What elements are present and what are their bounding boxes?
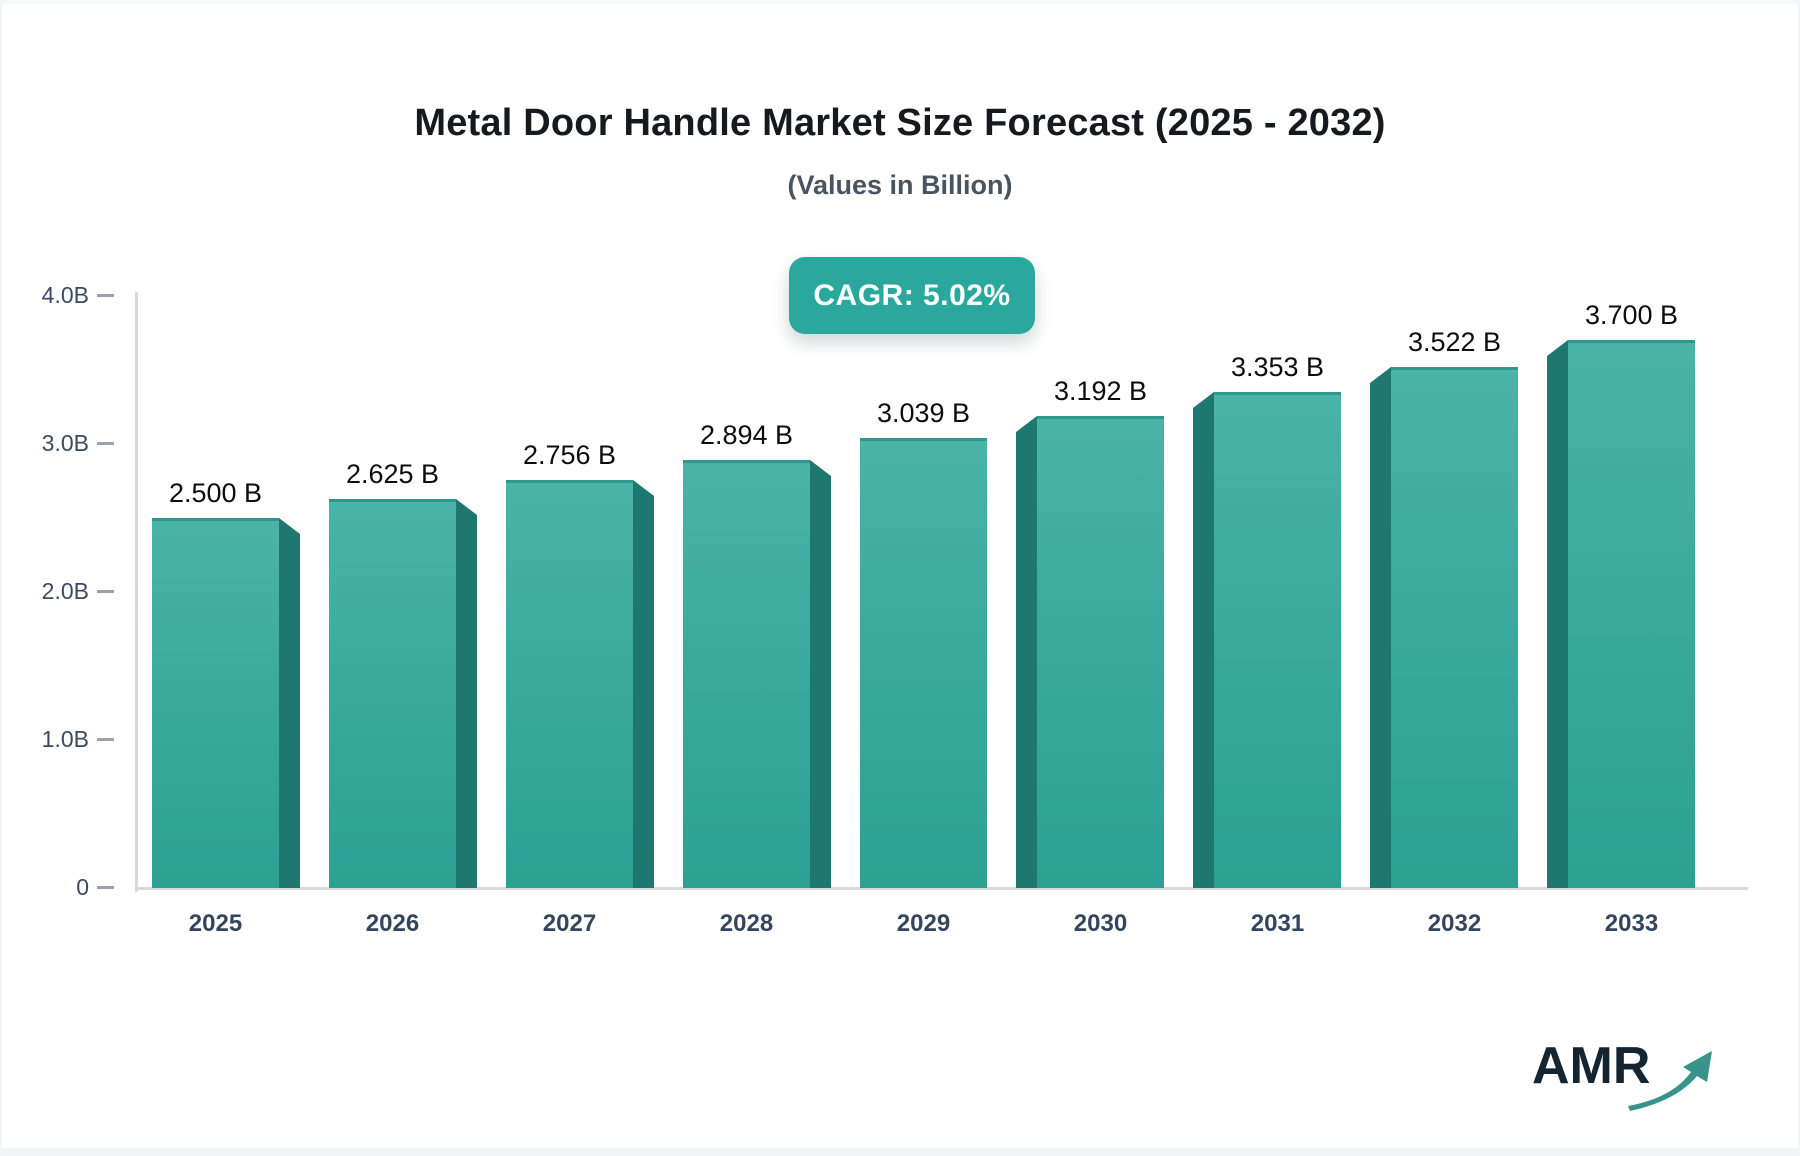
x-axis-label-2033: 2033 (1604, 910, 1659, 937)
bar-value-label: 2.894 B (699, 420, 794, 450)
bar-value-label: 3.700 B (1584, 300, 1679, 330)
bar-face (1391, 367, 1518, 888)
bar-2033: 3.700 B (1547, 300, 1695, 888)
cagr-badge-label: CAGR: 5.02% (813, 278, 1011, 312)
bar-side-shade (1547, 340, 1568, 888)
bar-chart-plot-area: 4.0B 3.0B 2.0B 1.0B 0 2.500 B 2025 2.625 B 2026 2… (42, 282, 1748, 937)
bar-side-shade (1370, 367, 1391, 888)
chart-title: Metal Door Handle Market Size Forecast (… (414, 102, 1386, 144)
y-tick-dash (97, 442, 114, 445)
bar-side-shade (279, 518, 300, 888)
x-axis-label-2029: 2029 (896, 910, 951, 937)
y-tick-dash (97, 294, 114, 297)
amr-logo-text: AMR (1532, 1037, 1651, 1095)
bar-2030: 3.192 B (1016, 376, 1164, 888)
amr-logo: AMR (1532, 1036, 1722, 1116)
bar-face (683, 460, 810, 888)
x-axis-label-2030: 2030 (1073, 910, 1128, 937)
bar-side-shade (1016, 416, 1037, 888)
x-axis-label-2025: 2025 (188, 910, 243, 937)
bar-value-label: 2.756 B (522, 440, 617, 470)
bar-value-label: 3.522 B (1407, 327, 1502, 357)
bar-side-shade (1193, 392, 1214, 888)
bar-2028: 2.894 B (683, 420, 831, 888)
x-axis-label-2026: 2026 (365, 910, 420, 937)
bar-2031: 3.353 B (1193, 352, 1341, 888)
bar-2027: 2.756 B (506, 440, 654, 888)
y-axis-label: 4.0B (41, 281, 89, 308)
bar-face (1037, 416, 1164, 888)
bar-side-shade (456, 499, 477, 888)
bar-side-shade (810, 460, 831, 888)
y-axis-label: 2.0B (41, 577, 89, 604)
growth-arrow-icon (1628, 1051, 1712, 1111)
bar-value-label: 3.353 B (1230, 352, 1325, 382)
bar-face (1568, 340, 1695, 888)
bar-2029: 3.039 B (860, 398, 1008, 888)
bar-2026: 2.625 B (329, 459, 477, 888)
x-axis-label-2031: 2031 (1250, 910, 1305, 937)
bar-value-label: 2.625 B (345, 459, 440, 489)
x-axis-label-2028: 2028 (719, 910, 774, 937)
y-axis-label: 0 (76, 873, 89, 900)
bar-value-label: 3.039 B (876, 398, 971, 428)
bar-value-label: 3.192 B (1053, 376, 1148, 406)
bar-side-shade (633, 480, 654, 888)
x-axis-baseline (135, 887, 1748, 890)
bar-2032: 3.522 B (1370, 327, 1518, 888)
y-tick-dash (97, 590, 114, 593)
bar-face (329, 499, 456, 888)
x-axis-label-2032: 2032 (1427, 910, 1482, 937)
y-tick-dash (97, 738, 114, 741)
bar-face (152, 518, 279, 888)
bar-face (860, 438, 987, 888)
y-tick-dash (97, 886, 114, 889)
cagr-badge: CAGR: 5.02% (789, 257, 1035, 334)
y-axis-line (135, 292, 138, 892)
bar-face (1214, 392, 1341, 888)
bar-2025: 2.500 B (152, 478, 300, 888)
y-axis-label: 1.0B (41, 725, 89, 752)
bar-face (506, 480, 633, 888)
chart-subtitle: (Values in Billion) (787, 170, 1013, 200)
x-axis-label-2027: 2027 (542, 910, 597, 937)
bar-value-label: 2.500 B (168, 478, 263, 508)
y-axis-label: 3.0B (41, 429, 89, 456)
